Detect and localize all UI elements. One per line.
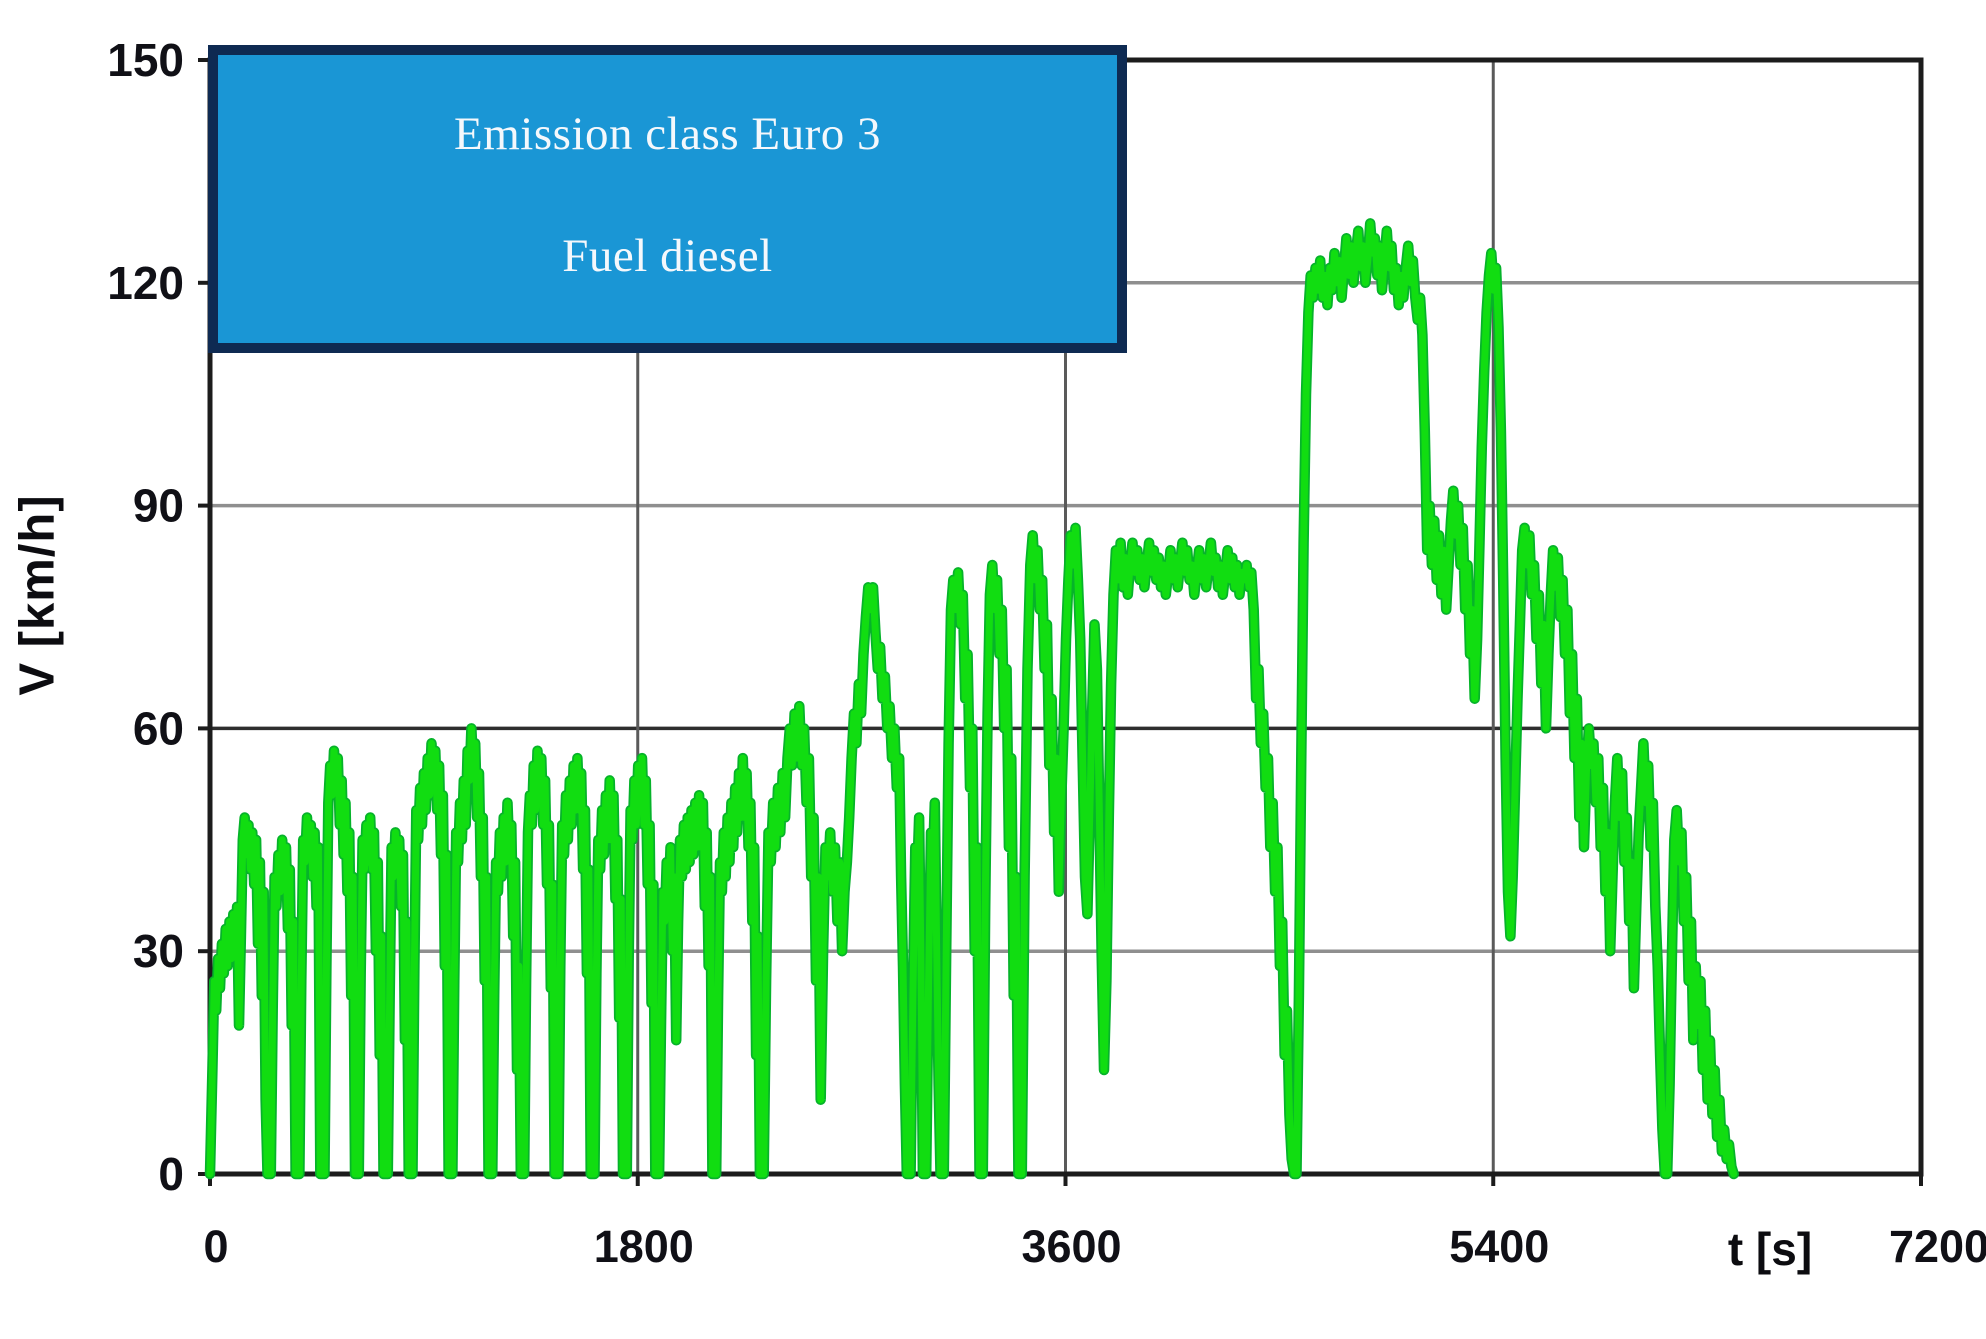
x-tick-label: 7200 bbox=[1889, 1221, 1986, 1272]
y-tick-label: 120 bbox=[107, 257, 184, 309]
y-tick-label: 150 bbox=[107, 34, 184, 86]
x-tick-label: 5400 bbox=[1449, 1221, 1549, 1272]
y-axis-title: V [km/h] bbox=[8, 430, 68, 760]
y-tick-label: 0 bbox=[158, 1148, 184, 1200]
x-axis-title: t [s] bbox=[1727, 1223, 1813, 1275]
x-tick-label: 0 bbox=[203, 1221, 228, 1272]
y-tick-label: 60 bbox=[133, 702, 184, 754]
x-tick-label: 1800 bbox=[594, 1221, 694, 1272]
speed-trace bbox=[206, 219, 1738, 1178]
y-tick-label: 90 bbox=[133, 480, 184, 532]
y-axis-title-text: V [km/h] bbox=[11, 494, 66, 696]
y-tick-label: 30 bbox=[133, 925, 184, 977]
annotation-box: Emission class Euro 3 Fuel diesel bbox=[208, 45, 1127, 353]
annotation-line-fuel: Fuel diesel bbox=[562, 230, 773, 282]
annotation-line-emission-class: Emission class Euro 3 bbox=[454, 108, 881, 160]
x-tick-label: 3600 bbox=[1021, 1221, 1121, 1272]
